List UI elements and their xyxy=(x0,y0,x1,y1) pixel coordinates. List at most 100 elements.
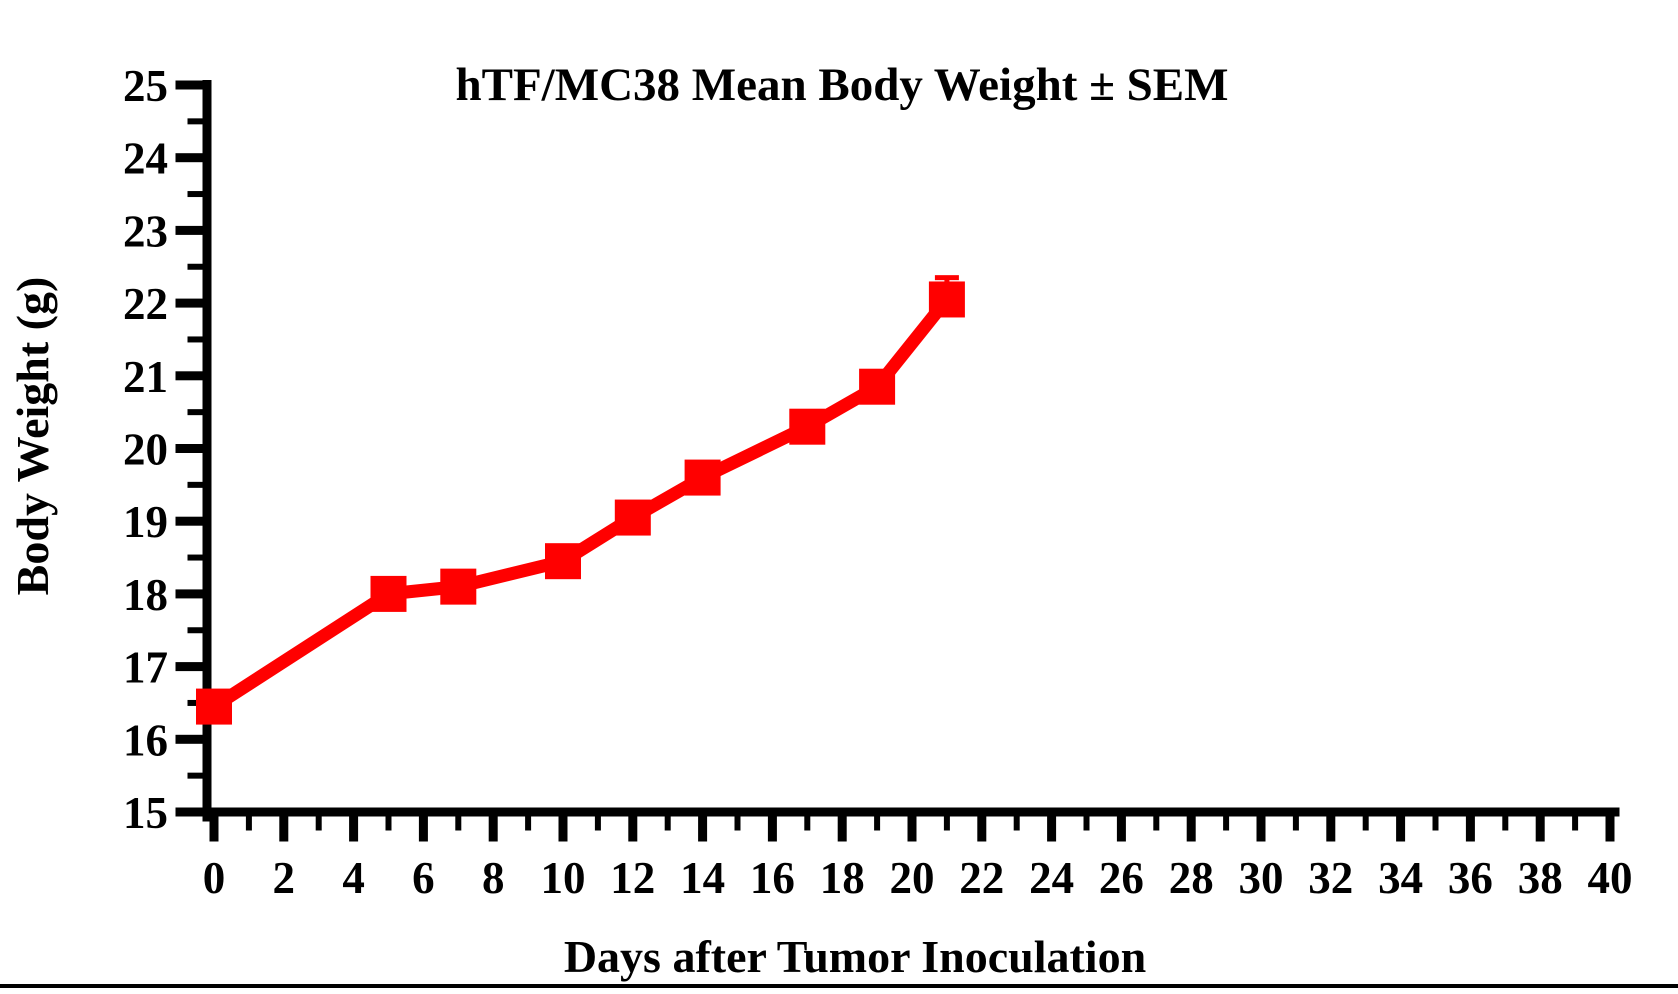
x-major-tick xyxy=(907,816,917,842)
y-major-tick xyxy=(175,371,203,381)
x-tick-label: 26 xyxy=(1099,853,1144,903)
x-minor-tick xyxy=(734,816,741,831)
x-major-tick xyxy=(767,816,777,842)
x-minor-tick xyxy=(385,816,392,831)
x-tick-label: 12 xyxy=(610,853,655,903)
x-minor-tick xyxy=(664,816,671,831)
bottom-border-line xyxy=(0,984,1678,988)
y-tick-label: 18 xyxy=(123,570,168,620)
x-tick-label: 10 xyxy=(541,853,586,903)
y-tick-label: 21 xyxy=(123,352,168,402)
y-major-tick xyxy=(175,298,203,308)
y-minor-tick xyxy=(187,409,203,416)
x-tick-label: 30 xyxy=(1239,853,1284,903)
x-minor-tick xyxy=(525,816,532,831)
x-minor-tick xyxy=(1362,816,1369,831)
y-major-tick xyxy=(175,225,203,235)
x-major-tick xyxy=(628,816,638,842)
y-major-tick xyxy=(175,516,203,526)
x-major-tick xyxy=(1465,816,1475,842)
y-minor-tick xyxy=(187,554,203,561)
x-tick-label: 18 xyxy=(820,853,865,903)
y-tick-label: 19 xyxy=(123,497,168,547)
data-point-marker xyxy=(684,459,721,496)
x-major-tick xyxy=(1116,816,1126,842)
x-major-tick xyxy=(418,816,428,842)
y-minor-tick xyxy=(187,481,203,488)
x-tick-label: 24 xyxy=(1029,853,1074,903)
x-tick-label: 0 xyxy=(203,853,226,903)
error-bar-cap xyxy=(934,275,959,281)
x-minor-tick xyxy=(245,816,252,831)
x-minor-tick xyxy=(1223,816,1230,831)
y-tick-label: 23 xyxy=(123,206,168,256)
y-tick-label: 22 xyxy=(123,279,168,329)
y-major-tick xyxy=(175,807,203,817)
x-major-tick xyxy=(349,816,359,842)
y-axis-title: Body Weight (g) xyxy=(7,277,58,596)
x-tick-label: 20 xyxy=(890,853,935,903)
x-major-tick xyxy=(209,816,219,842)
data-point-marker xyxy=(545,543,581,580)
y-minor-tick xyxy=(187,699,203,706)
x-minor-tick xyxy=(1292,816,1299,831)
x-minor-tick xyxy=(1153,816,1160,831)
chart-title: hTF/MC38 Mean Body Weight ± SEM xyxy=(455,59,1228,111)
y-axis-line xyxy=(202,80,212,822)
x-minor-tick xyxy=(1432,816,1439,831)
x-tick-label: 4 xyxy=(342,853,365,903)
x-major-tick xyxy=(1326,816,1336,842)
y-minor-tick xyxy=(187,263,203,270)
x-axis-title: Days after Tumor Inoculation xyxy=(564,931,1146,982)
x-tick-label: 8 xyxy=(482,853,505,903)
x-tick-label: 40 xyxy=(1588,853,1633,903)
x-major-tick xyxy=(1605,816,1615,842)
x-tick-label: 38 xyxy=(1518,853,1563,903)
x-tick-label: 14 xyxy=(680,853,725,903)
y-major-tick xyxy=(175,589,203,599)
y-tick-label: 16 xyxy=(123,715,168,765)
data-point-marker xyxy=(789,408,826,445)
y-tick-label: 25 xyxy=(123,61,168,111)
series-layer xyxy=(196,275,965,725)
x-minor-tick xyxy=(594,816,601,831)
x-minor-tick xyxy=(874,816,881,831)
y-minor-tick xyxy=(187,336,203,343)
x-minor-tick xyxy=(1013,816,1020,831)
x-minor-tick xyxy=(455,816,462,831)
y-minor-tick xyxy=(187,772,203,779)
x-major-tick xyxy=(1186,816,1196,842)
x-tick-label: 28 xyxy=(1169,853,1214,903)
x-minor-tick xyxy=(1083,816,1090,831)
data-point-marker xyxy=(370,575,407,612)
data-point-marker xyxy=(614,499,651,536)
x-major-tick xyxy=(1047,816,1057,842)
y-tick-label: 24 xyxy=(123,134,168,184)
y-minor-tick xyxy=(187,191,203,198)
x-minor-tick xyxy=(943,816,950,831)
x-tick-label: 36 xyxy=(1448,853,1493,903)
y-major-tick xyxy=(175,444,203,453)
y-tick-label: 15 xyxy=(123,788,168,838)
y-major-tick xyxy=(175,153,203,163)
x-tick-label: 16 xyxy=(750,853,795,903)
x-minor-tick xyxy=(804,816,811,831)
y-minor-tick xyxy=(187,118,203,125)
y-minor-tick xyxy=(187,627,203,634)
x-tick-label: 32 xyxy=(1308,853,1353,903)
series-line xyxy=(210,295,952,713)
x-major-tick xyxy=(279,816,289,842)
data-point-marker xyxy=(859,368,896,405)
y-major-tick xyxy=(175,662,203,672)
x-minor-tick xyxy=(315,816,322,831)
x-major-tick xyxy=(698,816,708,842)
x-minor-tick xyxy=(1502,816,1509,831)
y-tick-label: 17 xyxy=(123,643,168,693)
data-point-marker xyxy=(928,281,965,318)
y-major-tick xyxy=(175,734,203,744)
x-tick-label: 22 xyxy=(959,853,1004,903)
data-point-marker xyxy=(440,568,477,605)
